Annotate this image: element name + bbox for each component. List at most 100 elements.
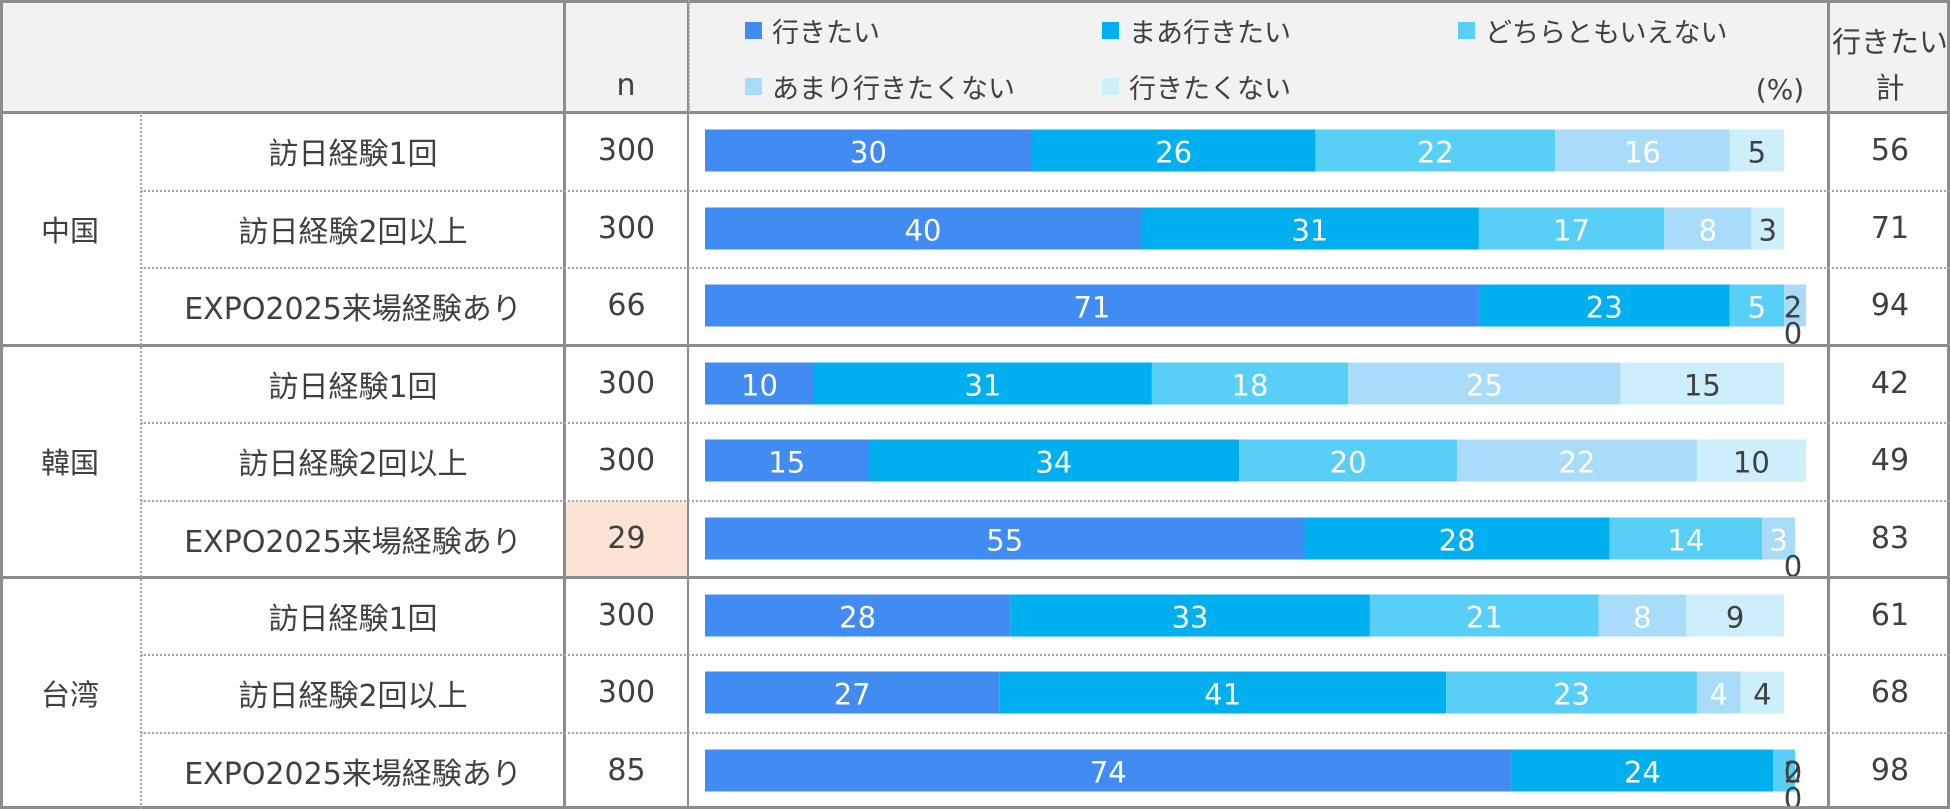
bar-value-label: 20 — [1330, 446, 1367, 480]
bar-segment — [705, 284, 1479, 327]
row-n-value: 29 — [607, 521, 646, 556]
bar-value-label: 41 — [1204, 678, 1241, 712]
bar-value-label: 0 — [1784, 550, 1802, 584]
bar-segment — [1478, 207, 1665, 250]
bar-segment — [1010, 594, 1370, 637]
legend-swatch — [1458, 21, 1475, 39]
bar-value-label: 8 — [1699, 214, 1717, 248]
row-n-value: 66 — [607, 288, 646, 323]
bar-value-label: 14 — [1668, 524, 1705, 558]
row-label: 訪日経験2回以上 — [238, 214, 468, 250]
bar-value-label: 25 — [1466, 369, 1503, 403]
column-divider — [687, 0, 689, 809]
row-label: EXPO2025来場経験あり — [184, 756, 522, 792]
row-label: EXPO2025来場経験あり — [184, 524, 522, 560]
legend-item: まあ行きたい — [1102, 10, 1291, 50]
row-separator — [141, 732, 1950, 734]
bar-value-label: 16 — [1624, 136, 1661, 170]
column-divider-dotted — [140, 112, 142, 809]
outer-border — [0, 0, 1950, 3]
row-separator — [141, 422, 1950, 424]
bar-value-label: 24 — [1624, 756, 1661, 790]
legend-item: 行きたい — [745, 10, 880, 50]
bar-segment — [1598, 594, 1686, 637]
row-total-value: 61 — [1870, 598, 1910, 633]
bar-segment — [999, 671, 1447, 714]
column-divider-dotted — [688, 0, 690, 112]
legend-label: 行きたくない — [1129, 73, 1291, 105]
bar-value-label: 34 — [1035, 446, 1072, 480]
bar-segment — [705, 517, 1305, 560]
total-column-header-line2: 計 — [1875, 71, 1905, 105]
bar-segment — [1762, 517, 1795, 560]
bar-value-label: 55 — [986, 524, 1023, 558]
bar-value-label: 10 — [1733, 446, 1770, 480]
bar-value-label: 18 — [1232, 369, 1269, 403]
bar-segment — [1457, 439, 1697, 482]
row-label: 訪日経験1回 — [268, 369, 438, 405]
row-separator — [141, 500, 1950, 502]
bar-segment — [1784, 284, 1806, 327]
bar-value-label: 30 — [850, 136, 887, 170]
bar-segment — [1696, 439, 1806, 482]
bar-value-label: 23 — [1586, 291, 1623, 325]
bar-segment — [1740, 671, 1785, 714]
bar-segment — [705, 594, 1011, 637]
legend-label: どちらともいえない — [1485, 17, 1728, 49]
bar-value-label: 74 — [1090, 756, 1127, 790]
bar-value-label: 0 — [1784, 317, 1802, 351]
row-label: 訪日経験2回以上 — [238, 446, 468, 482]
bar-value-label: 17 — [1553, 214, 1590, 248]
bar-value-label: 5 — [1748, 136, 1766, 170]
bar-value-label: 5 — [1748, 291, 1766, 325]
bar-segment — [1664, 207, 1752, 250]
row-label: 訪日経験1回 — [268, 601, 438, 637]
bar-value-label: 28 — [1439, 524, 1476, 558]
bar-value-label: 3 — [1769, 524, 1787, 558]
bar-value-label: 10 — [741, 369, 778, 403]
legend-item: どちらともいえない — [1458, 10, 1727, 50]
row-total-value: 98 — [1870, 753, 1910, 788]
bar-value-label: 27 — [834, 678, 871, 712]
total-column-header-line1: 行きたい — [1831, 25, 1948, 59]
row-separator — [141, 267, 1950, 269]
bar-value-label: 22 — [1417, 136, 1454, 170]
country-label-korea: 韓国 — [40, 446, 99, 480]
row-label: 訪日経験2回以上 — [238, 678, 468, 714]
country-label-china: 中国 — [40, 213, 99, 248]
row-total-value: 83 — [1870, 521, 1910, 556]
legend-swatch — [745, 21, 762, 39]
bar-value-label: 4 — [1709, 678, 1727, 712]
legend-swatch — [745, 77, 762, 95]
bar-segment — [1511, 749, 1774, 792]
bar-segment — [1315, 129, 1556, 172]
bar-segment — [1032, 129, 1316, 172]
outer-border — [1947, 0, 1950, 809]
row-total-value: 71 — [1870, 211, 1910, 246]
row-n-value: 300 — [597, 211, 656, 246]
bar-segment — [1369, 594, 1599, 637]
row-separator — [141, 654, 1950, 656]
bar-segment — [1620, 362, 1785, 405]
legend-swatch — [1102, 21, 1119, 39]
group-divider — [0, 576, 1950, 579]
row-label: EXPO2025来場経験あり — [184, 291, 522, 327]
column-divider — [1827, 0, 1830, 809]
row-n-value: 300 — [597, 675, 656, 710]
bar-value-label: 31 — [1291, 214, 1328, 248]
unit-label: (%) — [1755, 72, 1805, 106]
row-total-value: 56 — [1870, 133, 1910, 168]
bar-value-label: 22 — [1559, 446, 1596, 480]
bar-segment — [1696, 671, 1741, 714]
row-total-value: 94 — [1870, 288, 1910, 323]
bar-segment — [1729, 284, 1785, 327]
bar-segment — [1773, 749, 1795, 792]
bar-segment — [705, 749, 1512, 792]
country-label-taiwan: 台湾 — [40, 678, 99, 712]
bar-segment — [1751, 207, 1785, 250]
row-n-value: 300 — [597, 598, 656, 633]
bar-value-label: 15 — [1684, 369, 1721, 403]
legend-item: 行きたくない — [1102, 66, 1291, 106]
bar-segment — [705, 129, 1032, 172]
